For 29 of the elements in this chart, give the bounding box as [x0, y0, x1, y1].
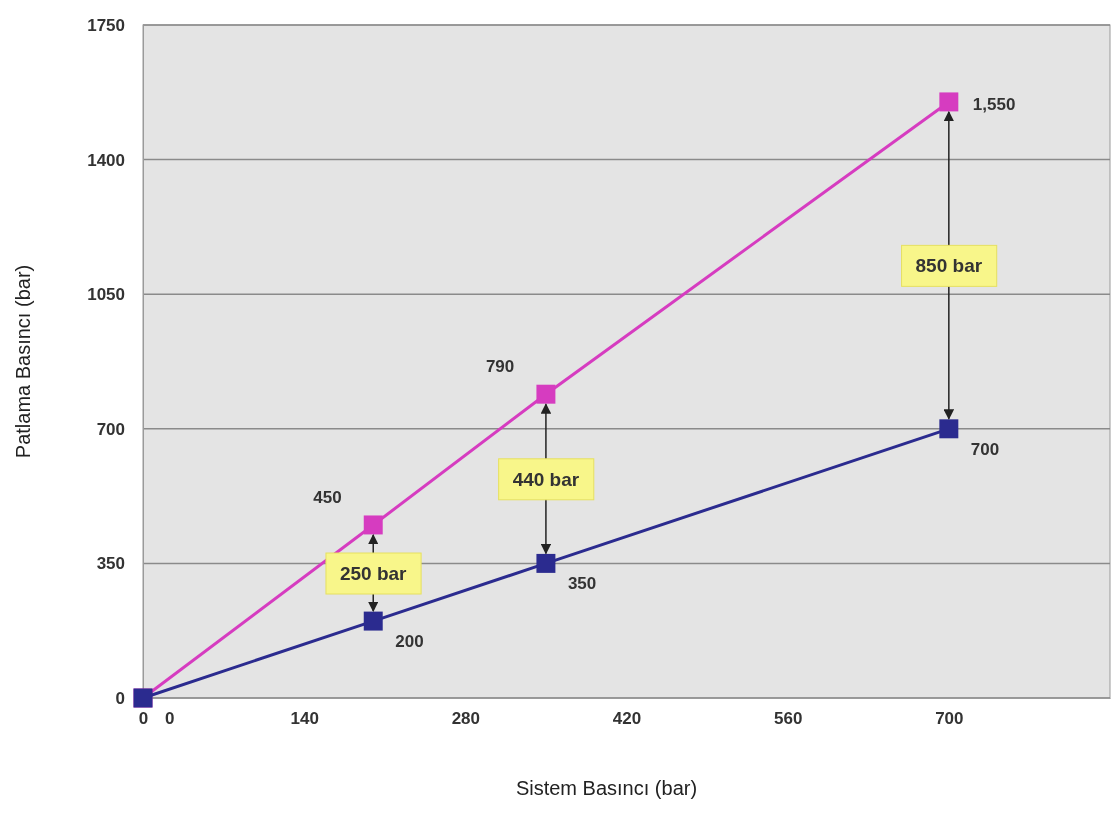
point — [536, 384, 556, 404]
x-tick-label: 140 — [290, 709, 319, 729]
data-label: 200 — [395, 632, 424, 652]
x-tick-label: 560 — [773, 709, 803, 729]
point — [363, 515, 383, 535]
y-tick-label: 1750 — [87, 15, 125, 35]
x-tick-label: 420 — [612, 709, 642, 729]
data-label: 790 — [485, 357, 515, 377]
y-tick-label: 350 — [96, 554, 125, 574]
data-label: 700 — [970, 439, 1000, 459]
annotation: 250 bar — [339, 563, 408, 585]
x-tick-label: 280 — [451, 709, 481, 729]
x-tick-label: 700 — [935, 709, 964, 729]
x-tick-label: 0 — [138, 709, 149, 729]
y-tick-label: 700 — [96, 419, 125, 439]
x-axis-title: Sistem Basıncı (bar) — [515, 777, 698, 799]
point — [363, 611, 383, 631]
data-label: 1,550 — [972, 94, 1016, 114]
annotation: 850 bar — [915, 255, 983, 277]
y-tick-label: 0 — [115, 688, 125, 708]
y-tick-label: 1050 — [87, 285, 125, 305]
data-label: 350 — [567, 574, 597, 594]
point — [939, 419, 959, 439]
data-label: 450 — [313, 487, 342, 507]
point — [939, 92, 959, 112]
point — [536, 553, 556, 573]
y-axis-title: Patlama Basıncı (bar) — [12, 264, 34, 459]
annotation: 440 bar — [512, 468, 580, 490]
y-tick-label: 1400 — [87, 150, 125, 170]
